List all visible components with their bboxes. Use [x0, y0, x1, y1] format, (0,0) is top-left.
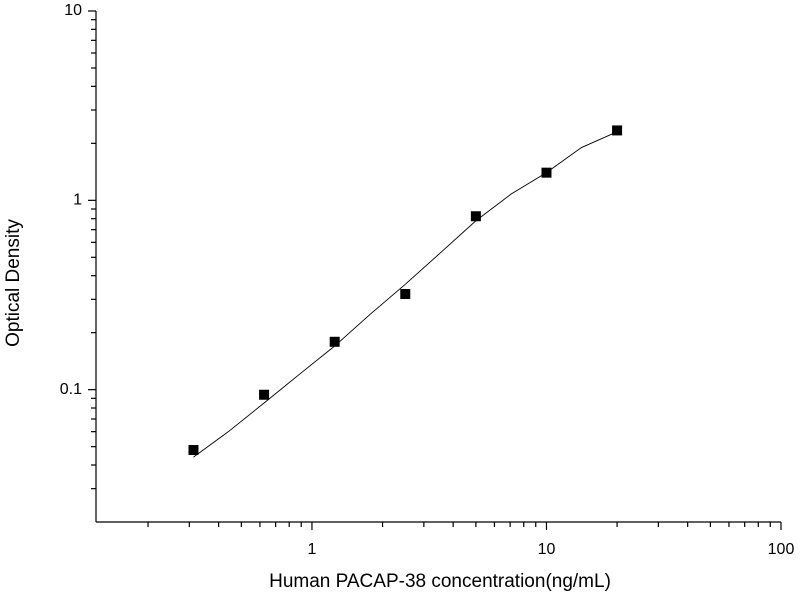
data-point	[188, 445, 199, 456]
y-tick-label: 10	[64, 2, 82, 19]
y-tick-label: 1	[73, 192, 82, 209]
x-tick-label: 1	[308, 541, 317, 558]
x-tick-label: 10	[538, 541, 556, 558]
data-point	[400, 289, 411, 300]
x-axis-title: Human PACAP-38 concentration(ng/mL)	[269, 571, 611, 592]
data-point	[470, 211, 481, 222]
data-point	[612, 125, 623, 136]
y-axis-title: Optical Density	[3, 219, 24, 347]
x-tick-label: 100	[768, 541, 795, 558]
fit-curve	[193, 131, 618, 458]
y-tick-label: 0.1	[60, 381, 82, 398]
data-point	[259, 389, 270, 400]
data-point	[329, 336, 340, 347]
